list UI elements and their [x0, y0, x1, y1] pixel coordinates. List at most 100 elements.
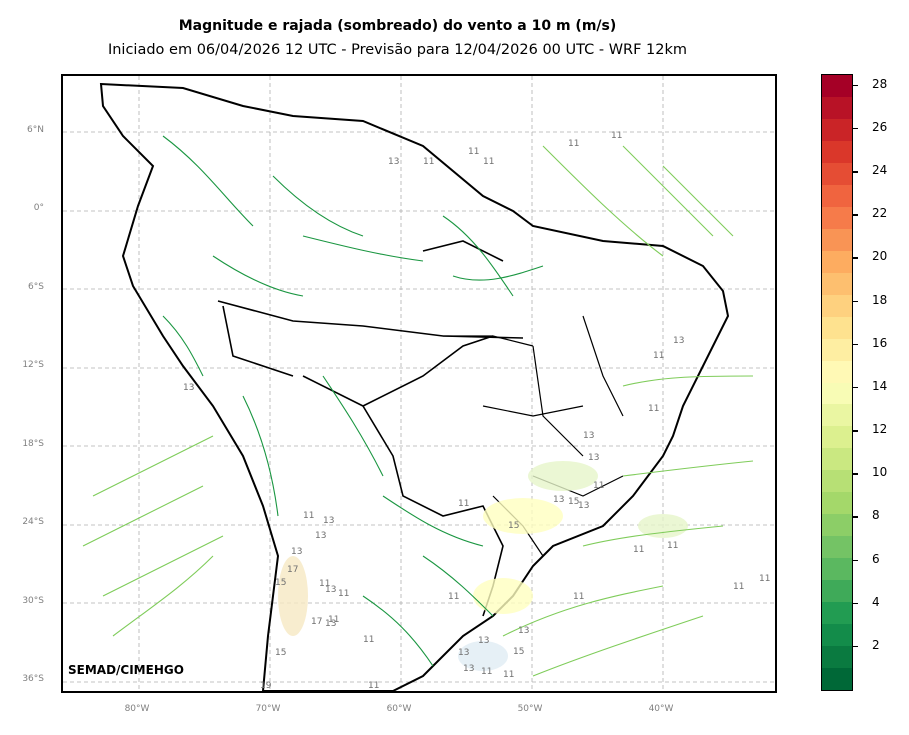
colorbar-segment	[822, 667, 852, 690]
colorbar	[821, 74, 853, 691]
colorbar-segment	[822, 601, 852, 625]
contour-label: 11	[338, 589, 349, 599]
contour-label: 11	[573, 592, 584, 602]
wind-streamlines	[82, 135, 754, 677]
streamline	[162, 135, 254, 227]
contour-label: 17	[311, 617, 322, 627]
contour-label: 15	[513, 647, 524, 657]
streamline	[532, 615, 704, 677]
lon-label: 40°W	[648, 704, 674, 714]
colorbar-tick-label: 22	[872, 206, 888, 221]
streamline	[272, 175, 364, 237]
state-borders	[443, 315, 624, 557]
colorbar-segment	[822, 535, 852, 559]
contour-label: 15	[275, 648, 286, 658]
contour-label: 13	[388, 157, 399, 167]
lat-label: 12°S	[22, 360, 44, 370]
colorbar-segment	[822, 425, 852, 449]
map-subtitle: Iniciado em 06/04/2026 12 UTC - Previsão…	[107, 42, 688, 58]
contour-label: 11	[653, 351, 664, 361]
colorbar-segment	[822, 250, 852, 273]
streamline	[102, 535, 224, 597]
streamline	[442, 215, 514, 297]
colorbar-segment	[822, 74, 852, 97]
colorbar-tick	[852, 300, 858, 303]
lat-label: 0°	[33, 203, 44, 213]
contour-label: 11	[303, 511, 314, 521]
contour-label: 13	[553, 495, 564, 505]
colorbar-segment	[822, 206, 852, 229]
contour-label: 11	[328, 615, 339, 625]
contour-label: 11	[368, 681, 379, 691]
colorbar-segment	[822, 316, 852, 339]
contour-label: 11	[503, 670, 514, 680]
contour-label: 13	[463, 664, 474, 674]
colorbar-tick	[852, 602, 858, 605]
contour-label: 11	[593, 481, 604, 491]
streamline	[162, 315, 204, 377]
gust-shading	[483, 498, 563, 534]
gust-shading	[473, 578, 533, 614]
streamline	[92, 435, 214, 497]
streamline	[212, 255, 304, 297]
colorbar-segment	[822, 338, 852, 361]
contour-label: 11	[448, 592, 459, 602]
colorbar-tick-label: 10	[872, 465, 888, 480]
colorbar-tick	[852, 473, 858, 475]
contour-label: 11	[423, 157, 434, 167]
colorbar-segment	[822, 96, 852, 119]
contour-label: 19	[260, 681, 272, 691]
map-panel: 11 11 11 13 11 11 11 13 11 13 13 11 13 15 13 11 15 11 13 13…	[61, 74, 777, 693]
streamline	[362, 595, 434, 667]
colorbar-segment	[822, 447, 852, 471]
contour-label: 13	[673, 336, 684, 346]
brazil-border	[217, 240, 524, 617]
contour-label: 13	[315, 531, 326, 541]
lat-label: 6°N	[27, 125, 44, 135]
lat-label: 30°S	[22, 596, 44, 606]
contour-label: 11	[481, 667, 492, 677]
colorbar-tick-label: 28	[872, 76, 888, 91]
streamline	[382, 495, 484, 547]
colorbar-tick-label: 14	[872, 378, 888, 393]
lon-label: 70°W	[255, 704, 281, 714]
streamline	[302, 235, 424, 262]
contour-label: 11	[611, 131, 622, 141]
contour-label: 11	[468, 147, 479, 157]
contour-label: 13	[183, 383, 194, 393]
contour-label: 11	[667, 541, 678, 551]
colorbar-segment	[822, 272, 852, 295]
lon-label: 80°W	[124, 704, 150, 714]
contour-label: 11	[733, 582, 744, 592]
colorbar-tick-label: 24	[872, 163, 888, 178]
colorbar-tick-label: 12	[872, 422, 888, 437]
streamline	[622, 145, 714, 237]
streamline	[582, 525, 724, 547]
lon-label: 50°W	[517, 704, 543, 714]
colorbar-segment	[822, 228, 852, 251]
colorbar-tick	[852, 214, 858, 216]
contour-label: 13	[291, 547, 302, 557]
colorbar-tick	[852, 257, 858, 259]
colorbar-segment	[822, 623, 852, 647]
contour-label: 15	[275, 578, 286, 588]
contour-label: 13	[323, 516, 334, 526]
colorbar-tick-label: 18	[872, 292, 888, 307]
colorbar-tick	[852, 343, 858, 346]
gust-shading	[638, 514, 688, 538]
colorbar-tick	[852, 430, 858, 432]
colorbar-tick-label: 8	[872, 508, 880, 523]
colorbar-tick	[852, 84, 858, 87]
colorbar-segment	[822, 184, 852, 207]
colorbar-tick	[852, 559, 858, 562]
contour-label: 13	[583, 431, 594, 441]
colorbar-tick-label: 20	[872, 249, 888, 264]
colorbar-tick-label: 4	[872, 594, 880, 609]
colorbar-segment	[822, 513, 852, 537]
contour-label: 11	[458, 499, 469, 509]
colorbar-segment	[822, 294, 852, 317]
contour-label: 13	[458, 648, 469, 658]
colorbar-tick	[852, 516, 858, 518]
